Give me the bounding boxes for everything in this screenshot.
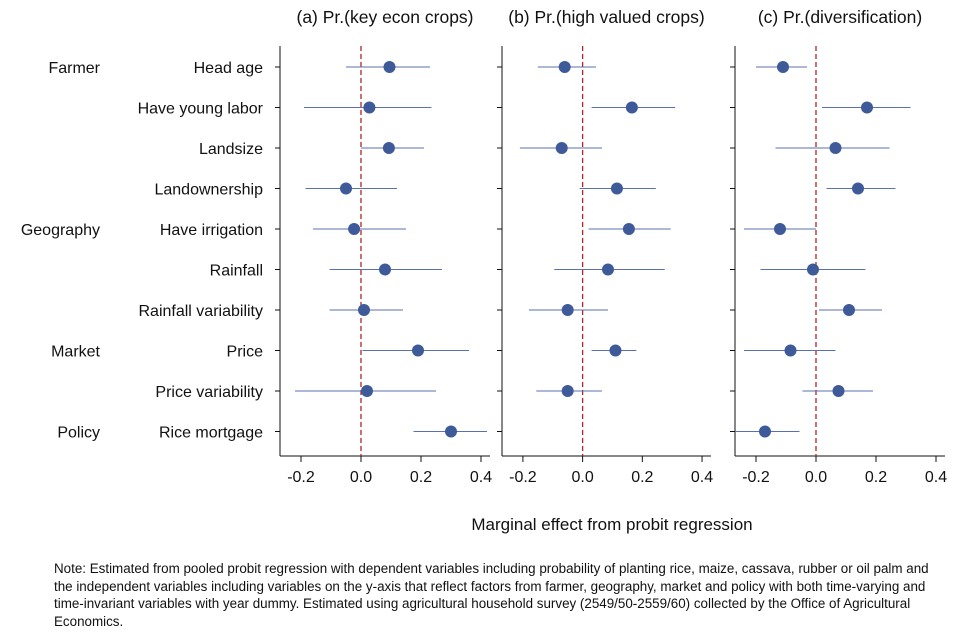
point-estimate: [774, 223, 786, 235]
point-estimate: [561, 385, 574, 397]
point-estimate: [382, 142, 395, 154]
panels: (a) Pr.(key econ crops)-0.2 0.0 0.2 0.4(b) …: [275, 7, 947, 486]
group-label: Geography: [21, 222, 100, 239]
point-estimate: [843, 304, 855, 316]
point-estimate: [379, 263, 391, 276]
point-estimate: [609, 344, 622, 357]
panel: (a) Pr.(key econ crops) -0.2 0.0 0.2 0.4: [275, 7, 492, 486]
x-tick-label: 0.0: [805, 469, 827, 486]
panel: (c) Pr.(diversification) -0.2 0.0 0.2 0.4: [730, 7, 947, 486]
group-label: Market: [51, 344, 100, 361]
variable-label: Landownership: [154, 182, 263, 199]
panel-title: (b) Pr.(high valued crops): [508, 7, 704, 27]
panel: (b) Pr.(high valued crops) -0.2 0.0 0.2 0.4: [497, 7, 713, 486]
x-tick-label: 0.0: [571, 469, 593, 486]
point-estimate: [625, 101, 638, 114]
group-label: Policy: [57, 425, 100, 442]
x-tick-label: 0.2: [410, 469, 432, 486]
x-tick-label: -0.2: [742, 469, 770, 486]
point-estimate: [555, 142, 568, 154]
point-estimate: [829, 142, 842, 154]
point-estimate: [622, 223, 635, 235]
x-tick-label: -0.2: [509, 469, 537, 486]
group-label: Farmer: [48, 60, 100, 77]
point-estimate: [340, 182, 352, 195]
x-tick-label: -0.2: [287, 469, 315, 486]
point-estimate: [777, 61, 789, 73]
point-estimate: [558, 61, 571, 73]
point-estimate: [383, 61, 396, 73]
point-estimate: [861, 101, 873, 114]
point-estimate: [601, 263, 614, 276]
variable-label: Rice mortgage: [159, 425, 263, 442]
variable-label: Have irrigation: [160, 222, 263, 239]
point-estimate: [807, 263, 819, 276]
variable-label: Head age: [194, 60, 263, 77]
point-estimate: [852, 182, 864, 195]
x-axis-label: Marginal effect from probit regression: [471, 515, 752, 534]
footnote: Note: Estimated from pooled probit regre…: [54, 561, 929, 629]
point-estimate: [445, 425, 457, 438]
row-labels: Head age Have young labor Landsize Landowne…: [138, 60, 264, 442]
x-tick-label: 0.4: [925, 469, 947, 486]
x-tick-label: 0.2: [865, 469, 887, 486]
point-estimate: [759, 425, 771, 438]
variable-label: Price variability: [155, 384, 263, 401]
variable-label: Landsize: [199, 141, 263, 158]
x-tick-label: 0.4: [691, 469, 713, 486]
x-tick-label: 0.2: [631, 469, 653, 486]
point-estimate: [610, 182, 623, 195]
variable-label: Have young labor: [138, 101, 264, 118]
point-estimate: [361, 385, 373, 397]
point-estimate: [784, 344, 797, 357]
x-tick-label: 0.0: [350, 469, 372, 486]
panel-title: (c) Pr.(diversification): [758, 7, 922, 27]
point-estimate: [412, 344, 424, 357]
variable-label: Rainfall: [210, 263, 263, 280]
panel-title: (a) Pr.(key econ crops): [297, 7, 474, 27]
point-estimate: [363, 101, 376, 114]
variable-label: Rainfall variability: [139, 303, 264, 320]
point-estimate: [561, 304, 574, 316]
x-tick-label: 0.4: [470, 469, 492, 486]
point-estimate: [358, 304, 370, 316]
variable-label: Price: [227, 344, 264, 361]
group-labels: Farmer Geography Market Policy: [21, 60, 101, 442]
point-estimate: [348, 223, 361, 235]
point-estimate: [832, 385, 845, 397]
